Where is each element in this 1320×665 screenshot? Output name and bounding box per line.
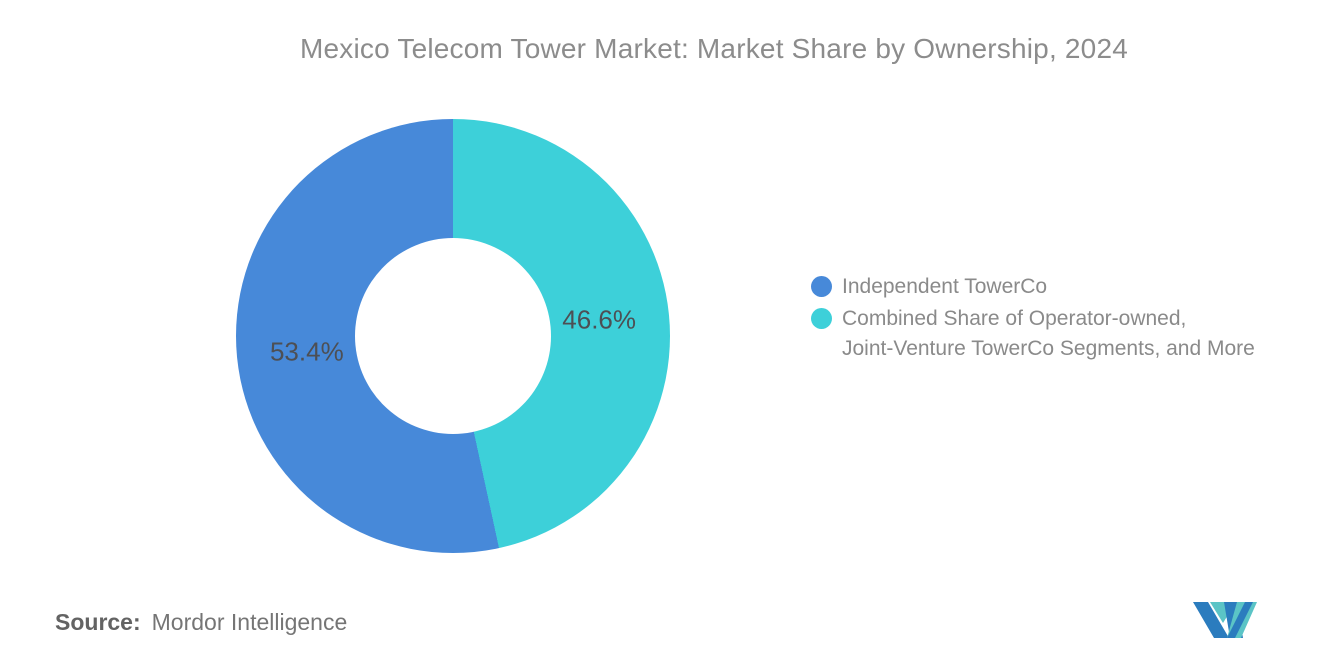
source-text: Mordor Intelligence xyxy=(151,609,348,635)
legend-dot-icon xyxy=(811,308,832,329)
mordor-intelligence-logo xyxy=(1193,602,1257,638)
legend: Independent TowerCo Combined Share of Op… xyxy=(811,272,1255,364)
legend-item-label: Independent TowerCo xyxy=(842,275,1048,298)
slice-label: 53.4% xyxy=(269,336,344,367)
legend-dot-icon xyxy=(811,276,832,297)
chart-title: Mexico Telecom Tower Market: Market Shar… xyxy=(300,33,1128,64)
legend-item-independent-towerco[interactable]: Independent TowerCo xyxy=(811,272,1255,302)
slice-label: 46.6% xyxy=(562,304,637,335)
source-line: Source: Mordor Intelligence xyxy=(55,609,347,636)
legend-item-combined-share[interactable]: Combined Share of Operator-owned, Joint-… xyxy=(811,304,1255,364)
source-label: Source: xyxy=(55,609,141,635)
donut-hole xyxy=(355,238,551,434)
donut-chart: 46.6% 53.4% xyxy=(236,119,670,553)
legend-item-label: Combined Share of Operator-owned, Joint-… xyxy=(842,307,1255,360)
